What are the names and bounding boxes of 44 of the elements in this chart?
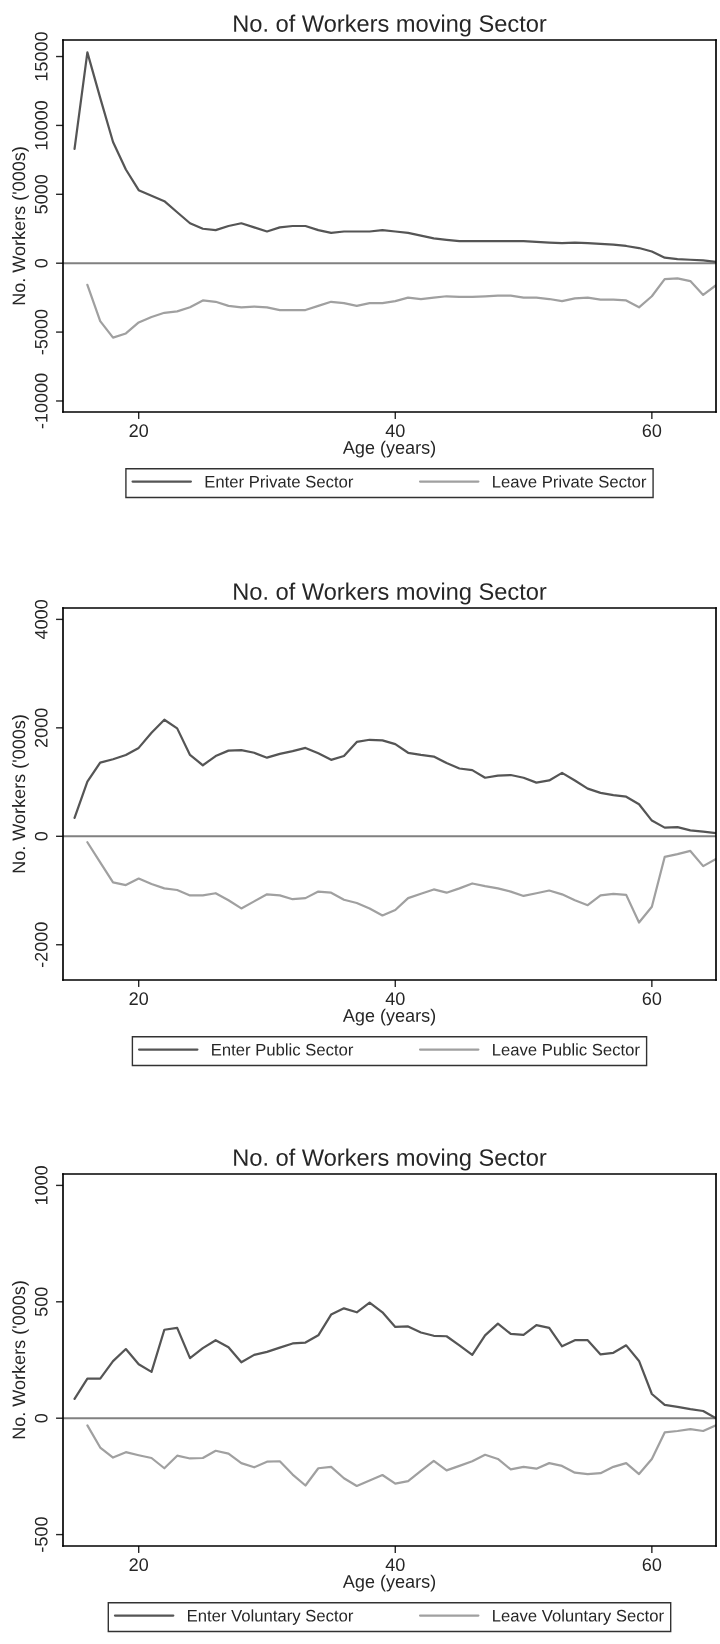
y-tick-label: -500 <box>34 1517 48 1552</box>
x-tick-label: 40 <box>385 1558 405 1572</box>
legend-label: Enter Voluntary Sector <box>188 1609 354 1625</box>
legend-label: Enter Public Sector <box>212 1043 354 1056</box>
x-tick-label: 40 <box>385 992 405 1006</box>
y-tick-label: 15000 <box>34 32 48 81</box>
legend-label: Enter Private Sector <box>205 475 354 488</box>
x-axis-title: Age (years) <box>342 440 436 458</box>
line-series <box>73 51 716 263</box>
y-tick-label: 1000 <box>34 1166 48 1205</box>
chart-title: No. of Workers moving Sector <box>234 1148 547 1171</box>
y-tick-label: 0 <box>34 1413 48 1423</box>
y-tick-label: 0 <box>34 831 48 841</box>
y-tick-label: 2000 <box>34 708 48 748</box>
x-tick-label: 20 <box>129 424 149 438</box>
line-series <box>73 1301 716 1420</box>
line-series <box>86 841 716 924</box>
legend-label: Leave Private Sector <box>493 475 647 488</box>
x-axis-title: Age (years) <box>342 1008 436 1026</box>
chart-title: No. of Workers moving Sector <box>234 14 547 37</box>
y-tick-label: 500 <box>34 1287 48 1317</box>
x-tick-label: 20 <box>129 992 149 1006</box>
y-tick-label: -2000 <box>34 922 48 968</box>
y-tick-label: -5000 <box>34 309 48 355</box>
legend-label: Leave Public Sector <box>493 1043 640 1056</box>
chart-title: No. of Workers moving Sector <box>234 582 547 605</box>
x-axis-title: Age (years) <box>342 1574 436 1592</box>
y-tick-label: 4000 <box>34 600 48 640</box>
legend-label: Leave Voluntary Sector <box>493 1609 664 1625</box>
line-series <box>86 277 716 339</box>
y-tick-label: 5000 <box>34 174 48 214</box>
y-tick-label: 0 <box>34 258 48 268</box>
y-tick-label: -10000 <box>34 373 48 429</box>
y-tick-label: 10000 <box>34 101 48 150</box>
x-tick-label: 60 <box>642 424 662 438</box>
y-axis-title: No. Workers ('000s) <box>11 147 29 305</box>
line-series <box>86 1424 716 1488</box>
x-tick-label: 60 <box>642 992 662 1006</box>
x-tick-label: 60 <box>642 1558 662 1572</box>
x-tick-label: 40 <box>385 424 405 438</box>
y-axis-title: No. Workers ('000s) <box>11 715 29 873</box>
line-series <box>73 718 716 835</box>
y-axis-title: No. Workers ('000s) <box>11 1281 29 1439</box>
x-tick-label: 20 <box>129 1558 149 1572</box>
